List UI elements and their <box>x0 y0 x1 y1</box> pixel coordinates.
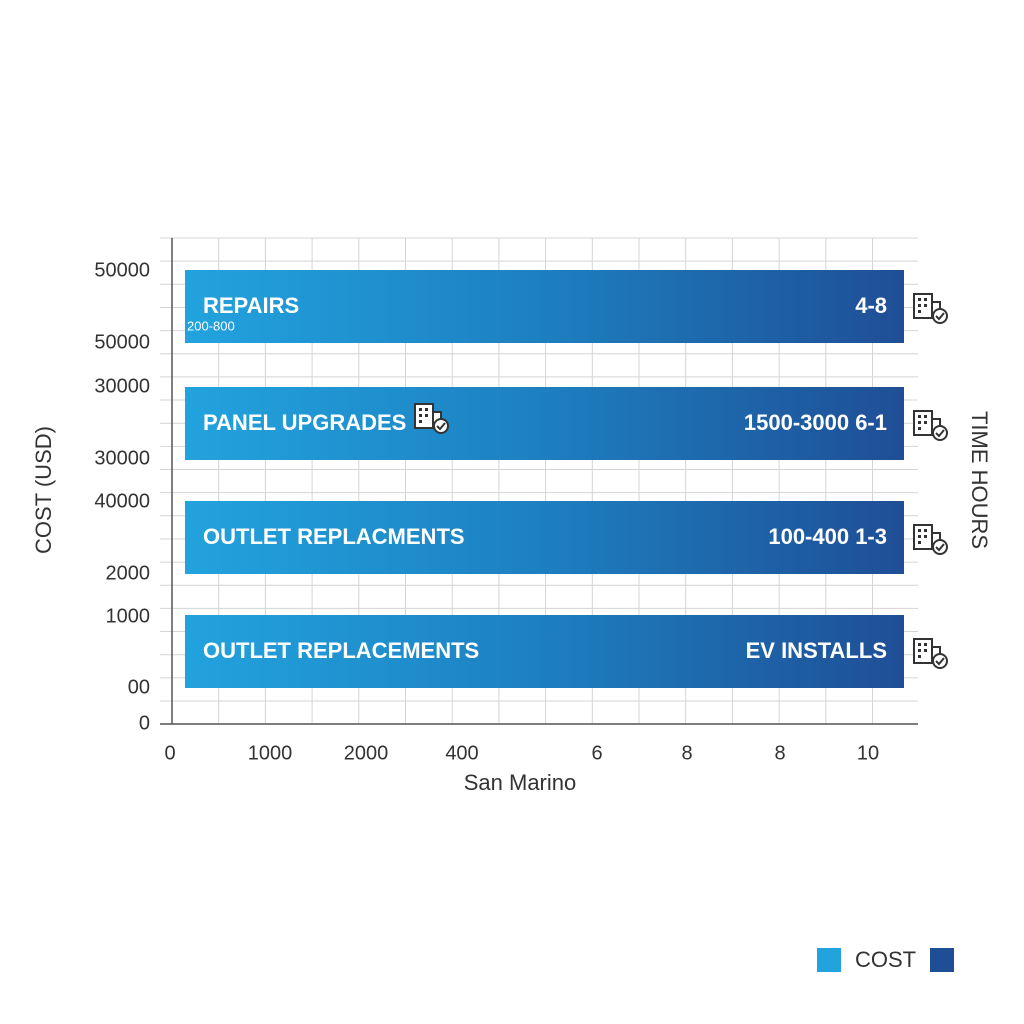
bar-right-label: 100-400 1-3 <box>768 524 887 549</box>
bar <box>185 270 904 343</box>
y-tick-label: 00 <box>128 676 150 698</box>
x-tick-label: 1000 <box>248 742 293 764</box>
y-tick-label: 40000 <box>94 490 150 512</box>
icon <box>913 293 948 324</box>
bar-right-label: 1500-3000 6-1 <box>744 410 887 435</box>
x-tick-label: 0 <box>164 742 175 764</box>
bar-label: REPAIRS <box>203 293 299 318</box>
y-tick-label: 30000 <box>94 375 150 397</box>
bar-note: 200-800 <box>187 318 235 333</box>
y-axis-title: COST (USD) <box>31 426 56 554</box>
icon <box>913 524 948 555</box>
x-tick-label: 8 <box>774 742 785 764</box>
y-tick-label: 0 <box>139 712 150 734</box>
x-tick-label: 8 <box>681 742 692 764</box>
x-tick-label: 6 <box>591 742 602 764</box>
x-axis-title: San Marino <box>464 770 577 795</box>
legend-label: COST <box>855 947 916 972</box>
bar-label: OUTLET REPLACMENTS <box>203 524 465 549</box>
legend-swatch <box>817 948 841 972</box>
y-tick-label: 30000 <box>94 447 150 469</box>
bar-right-label: EV INSTALLS <box>746 638 887 663</box>
legend-swatch <box>930 948 954 972</box>
bar <box>185 387 904 460</box>
y-tick-label: 50000 <box>94 331 150 353</box>
icon <box>913 638 948 669</box>
bar-right-label: 4-8 <box>855 293 887 318</box>
y-tick-label: 50000 <box>94 259 150 281</box>
bar-label: OUTLET REPLACEMENTS <box>203 638 479 663</box>
y-tick-label: 2000 <box>106 562 151 584</box>
x-tick-label: 400 <box>445 742 478 764</box>
x-tick-label: 2000 <box>344 742 389 764</box>
bar-label: PANEL UPGRADES <box>203 410 406 435</box>
icon <box>913 410 948 441</box>
x-tick-label: 10 <box>857 742 879 764</box>
right-axis-title: TIME HOURS <box>967 411 992 549</box>
y-tick-label: 1000 <box>106 605 151 627</box>
bar <box>185 615 904 688</box>
bar <box>185 501 904 574</box>
